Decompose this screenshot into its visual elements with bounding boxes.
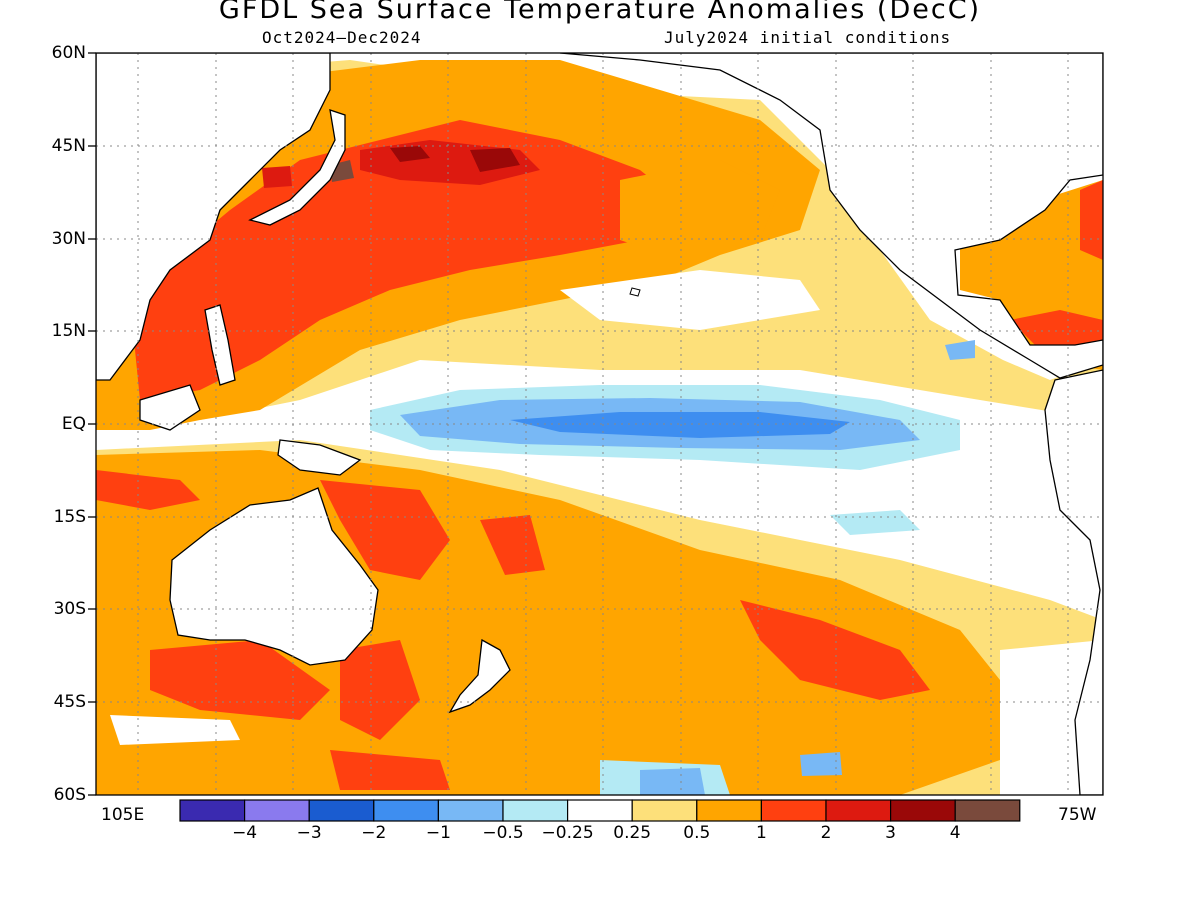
- grid-lines: [96, 53, 1103, 795]
- anomaly-region: [830, 510, 920, 535]
- anomaly-region: [945, 340, 975, 360]
- land-north-america: [559, 53, 1103, 379]
- anomaly-region: [640, 768, 705, 795]
- land-south-america: [1044, 369, 1103, 795]
- anomaly-region: [130, 120, 690, 400]
- colorbar-tick-label: 0.5: [683, 823, 711, 843]
- lat-label: 30S: [53, 599, 86, 619]
- colorbar-tick-label: 4: [949, 823, 961, 843]
- anomaly-region: [470, 148, 520, 172]
- land-philippines: [204, 304, 236, 386]
- land-australia: [169, 487, 379, 666]
- colorbar-tick-label: −0.5: [482, 823, 524, 843]
- colorbar-tick-label: 0.25: [613, 823, 652, 843]
- anomaly-region: [510, 412, 850, 438]
- anomaly-region: [320, 480, 450, 580]
- colorbar-tick-label: 3: [885, 823, 897, 843]
- colorbar-tick-label: 2: [820, 823, 832, 843]
- lat-label: 30N: [51, 229, 86, 249]
- land-hawaii: [629, 287, 641, 297]
- anomaly-region: [110, 715, 240, 745]
- anomaly-region: [96, 470, 200, 510]
- init-conditions-subtitle: July2024 initial conditions: [664, 28, 952, 47]
- land-japan: [248, 109, 346, 226]
- lat-label: 15N: [51, 321, 86, 341]
- colorbar-tick-label: −0.25: [541, 823, 594, 843]
- land-asia: [96, 53, 331, 381]
- anomaly-region: [800, 752, 842, 776]
- anomaly-region: [340, 640, 420, 740]
- lat-label: 60N: [51, 43, 86, 63]
- anomaly-region: [330, 750, 450, 790]
- lat-label: EQ: [61, 414, 86, 434]
- colorbar-tick-label: 1: [755, 823, 767, 843]
- map-title: GFDL Sea Surface Temperature Anomalies (…: [218, 0, 982, 25]
- anomaly-region: [620, 160, 780, 260]
- lat-label: 60S: [53, 785, 86, 805]
- land-indonesia: [139, 384, 201, 431]
- land-new-zealand: [448, 638, 511, 714]
- lat-label: 45N: [51, 136, 86, 156]
- anomaly-region: [150, 640, 330, 720]
- anomaly-region: [480, 515, 545, 575]
- colorbar-tick-label: −3: [296, 823, 322, 843]
- lat-label: 45S: [53, 692, 86, 712]
- colorbar-tick-label: −1: [425, 823, 451, 843]
- period-subtitle: Oct2024–Dec2024: [262, 28, 422, 47]
- land-new-guinea: [277, 439, 362, 476]
- colorbar-tick-label: −4: [232, 823, 258, 843]
- anomaly-region: [1080, 180, 1103, 260]
- anomaly-region: [560, 270, 820, 330]
- anomaly-region: [390, 146, 430, 162]
- anomaly-region: [262, 166, 292, 188]
- colorbar-tick-label: −2: [361, 823, 387, 843]
- lon-label-right: 75W: [1058, 805, 1097, 825]
- lon-label-left: 105E: [101, 805, 145, 825]
- lat-label: 15S: [53, 507, 86, 527]
- anomaly-region: [740, 600, 930, 700]
